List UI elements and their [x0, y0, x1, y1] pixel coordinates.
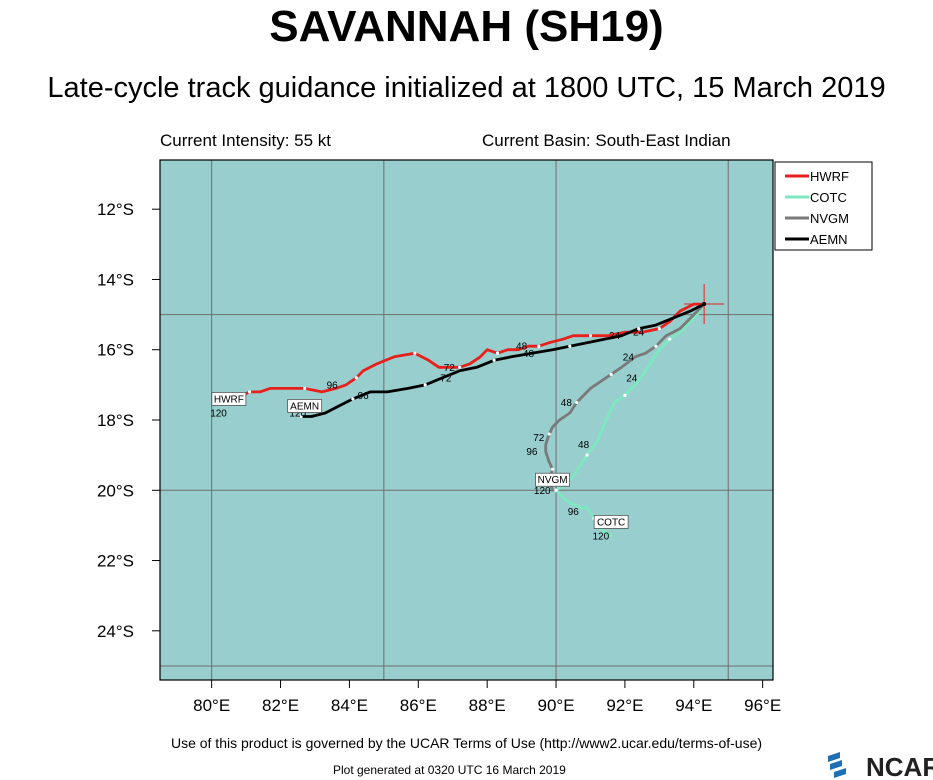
forecast-hour-label: 48: [523, 349, 535, 360]
legend-label-nvgm: NVGM: [810, 211, 849, 226]
forecast-hour-label: 48: [516, 342, 528, 353]
y-tick-label: 16°S: [97, 341, 134, 360]
model-end-label-box: [287, 399, 323, 413]
track-point-aemn: [351, 397, 355, 401]
y-tick-label: 20°S: [97, 481, 134, 500]
x-tick-label: 94°E: [675, 696, 712, 715]
track-point-aemn: [299, 414, 303, 419]
model-end-label-box: [535, 472, 570, 487]
track-point-hwrf: [657, 327, 661, 331]
x-tick-label: 90°E: [538, 696, 575, 715]
track-point-hwrf: [495, 351, 500, 355]
track-point-cotc: [668, 337, 672, 341]
x-tick-label: 92°E: [606, 696, 643, 715]
current-intensity: Current Intensity: 55 kt: [160, 131, 332, 150]
model-end-label: NVGM: [535, 472, 570, 487]
x-tick-label: 84°E: [331, 696, 368, 715]
track-point-hwrf: [537, 344, 541, 348]
forecast-hour-label: 72: [440, 373, 452, 384]
forecast-hour-label: 96: [568, 507, 580, 518]
chart-title: SAVANNAH (SH19): [269, 2, 664, 51]
model-end-label-text: AEMN: [290, 401, 319, 412]
track-line-hwrf: [227, 302, 706, 404]
track-line-nvgm: [544, 302, 706, 492]
x-tick-label: 80°E: [193, 696, 230, 715]
model-end-label-text: COTC: [597, 517, 625, 528]
model-end-label: AEMN: [287, 399, 323, 413]
track-point-aemn: [423, 383, 427, 387]
track-point-nvgm: [654, 344, 658, 348]
ocean-background: [160, 160, 773, 680]
model-end-label: COTC: [593, 515, 629, 529]
model-end-label: HWRF: [211, 392, 247, 406]
forecast-hour-label: 96: [327, 380, 339, 391]
storm-position-dot: [702, 302, 707, 307]
track-point-cotc: [585, 453, 589, 457]
forecast-hour-label: 72: [533, 433, 545, 444]
track-point-aemn: [492, 358, 496, 362]
forecast-hour-label: 120: [592, 531, 609, 542]
track-point-hwrf: [588, 334, 593, 338]
legend: HWRF COTC NVGM AEMN: [774, 161, 873, 251]
model-end-label-box: [593, 515, 629, 529]
forecast-hour-label: 24: [623, 352, 635, 363]
track-point-cotc: [623, 393, 627, 398]
forecast-hour-label: 96: [358, 391, 370, 402]
x-tick-label: 88°E: [469, 696, 506, 715]
track-point-hwrf: [247, 390, 252, 394]
ncar-logo: NCAR: [828, 752, 933, 780]
ncar-logo-text: NCAR: [866, 752, 933, 780]
y-tick-label: 18°S: [97, 411, 134, 430]
model-end-label-text: NVGM: [538, 475, 568, 486]
legend-label-aemn: AEMN: [810, 232, 848, 247]
forecast-hour-label: 24: [609, 331, 621, 342]
generated-timestamp: Plot generated at 0320 UTC 16 March 2019: [333, 763, 566, 777]
current-basin: Current Basin: South-East Indian: [482, 131, 731, 150]
track-point-hwrf: [413, 351, 417, 355]
x-tick-label: 86°E: [400, 696, 437, 715]
forecast-hour-label: 24: [633, 328, 645, 339]
terms-of-use: Use of this product is governed by the U…: [170, 735, 763, 751]
forecast-hour-label: 48: [561, 398, 573, 409]
x-tick-label: 96°E: [744, 696, 781, 715]
legend-label-hwrf: HWRF: [810, 169, 849, 184]
forecast-hour-label: 120: [210, 408, 227, 419]
track-point-hwrf: [458, 365, 462, 369]
chart-subtitle: Late-cycle track guidance initialized at…: [47, 72, 886, 104]
track-point-nvgm: [547, 432, 551, 436]
y-tick-label: 22°S: [97, 552, 134, 571]
model-end-label-text: HWRF: [214, 394, 244, 405]
forecast-hour-label: 120: [289, 408, 306, 419]
y-tick-label: 24°S: [97, 622, 134, 641]
forecast-hour-label: 120: [534, 486, 551, 497]
track-point-nvgm: [550, 467, 555, 471]
forecast-hour-label: 24: [626, 373, 638, 384]
forecast-hour-label: 72: [444, 363, 456, 374]
track-point-cotc: [554, 488, 558, 492]
track-point-hwrf: [303, 386, 307, 390]
forecast-hour-label: 48: [578, 440, 590, 451]
model-end-label-box: [211, 392, 247, 406]
track-point-nvgm: [609, 372, 613, 376]
plot-area: 80°E 82°E 84°E 86°E 88°E 90°E 92°E 94°E 96°E 12°S…: [97, 159, 781, 715]
track-point-aemn: [568, 344, 572, 348]
y-tick-label: 14°S: [97, 270, 134, 289]
y-tick-label: 12°S: [97, 200, 134, 219]
x-tick-label: 82°E: [262, 696, 299, 715]
legend-label-cotc: COTC: [810, 190, 847, 205]
track-point-nvgm: [575, 400, 579, 405]
track-point-hwrf: [354, 376, 358, 380]
forecast-hour-label: 96: [526, 447, 538, 458]
track-line-cotc: [554, 302, 706, 538]
track-point-aemn: [637, 327, 641, 331]
